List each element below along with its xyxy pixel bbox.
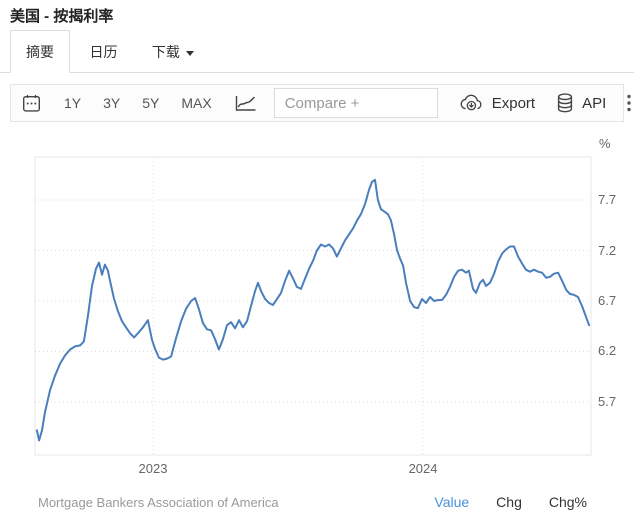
chg-link[interactable]: Chg bbox=[496, 494, 522, 510]
api-label: API bbox=[582, 94, 607, 112]
footer-links: Value Chg Chg% bbox=[407, 494, 587, 510]
export-label: Export bbox=[491, 94, 536, 112]
chg-percent-link[interactable]: Chg% bbox=[548, 494, 587, 510]
tab-calendar-label: 日历 bbox=[89, 44, 118, 60]
x-tick-label: 2024 bbox=[408, 461, 438, 476]
tab-download-label: 下载 bbox=[151, 44, 180, 60]
compare-input[interactable] bbox=[273, 88, 438, 118]
page-title: 美国 - 按揭利率 bbox=[10, 8, 114, 25]
export-button[interactable]: Export bbox=[458, 93, 535, 113]
range-button-1y[interactable]: 1Y bbox=[64, 95, 82, 111]
data-source: Mortgage Bankers Association of America bbox=[38, 495, 279, 510]
y-tick-label: 7.7 bbox=[598, 192, 617, 208]
api-button[interactable]: API bbox=[555, 92, 606, 114]
cloud-download-icon bbox=[460, 94, 482, 111]
y-tick-label: 7.2 bbox=[598, 242, 617, 258]
chart-footer: Mortgage Bankers Association of America … bbox=[0, 490, 634, 516]
range-button-3y[interactable]: 3Y bbox=[103, 95, 121, 111]
range-button-5y[interactable]: 5Y bbox=[142, 95, 160, 111]
tab-summary[interactable]: 摘要 bbox=[10, 30, 70, 73]
toolbar-right-group: Export API bbox=[438, 92, 634, 114]
tab-download[interactable]: 下载 bbox=[137, 31, 209, 72]
database-icon bbox=[557, 93, 573, 113]
y-tick-label: 6.2 bbox=[598, 343, 617, 359]
kebab-menu-icon[interactable] bbox=[626, 93, 632, 113]
line-chart-icon[interactable] bbox=[234, 93, 258, 113]
tab-summary-label: 摘要 bbox=[26, 44, 54, 60]
tab-calendar[interactable]: 日历 bbox=[74, 31, 132, 72]
range-button-max[interactable]: MAX bbox=[181, 95, 212, 111]
x-tick-label: 2023 bbox=[138, 461, 168, 476]
chart-toolbar: 1Y 3Y 5Y MAX Export bbox=[10, 84, 631, 122]
chevron-down-icon bbox=[185, 50, 194, 56]
tab-bar: 摘要 日历 下载 bbox=[0, 30, 634, 73]
y-tick-label: 6.7 bbox=[598, 293, 617, 308]
y-tick-label: 5.7 bbox=[598, 393, 617, 409]
value-link[interactable]: Value bbox=[434, 494, 470, 510]
chart-area: % 5.7 6.2 6.7 7.2 7.7 2023 2024 bbox=[0, 130, 634, 480]
mortgage-rate-line-chart bbox=[34, 156, 592, 456]
y-axis-unit: % bbox=[599, 136, 611, 151]
calendar-icon[interactable] bbox=[21, 93, 42, 114]
